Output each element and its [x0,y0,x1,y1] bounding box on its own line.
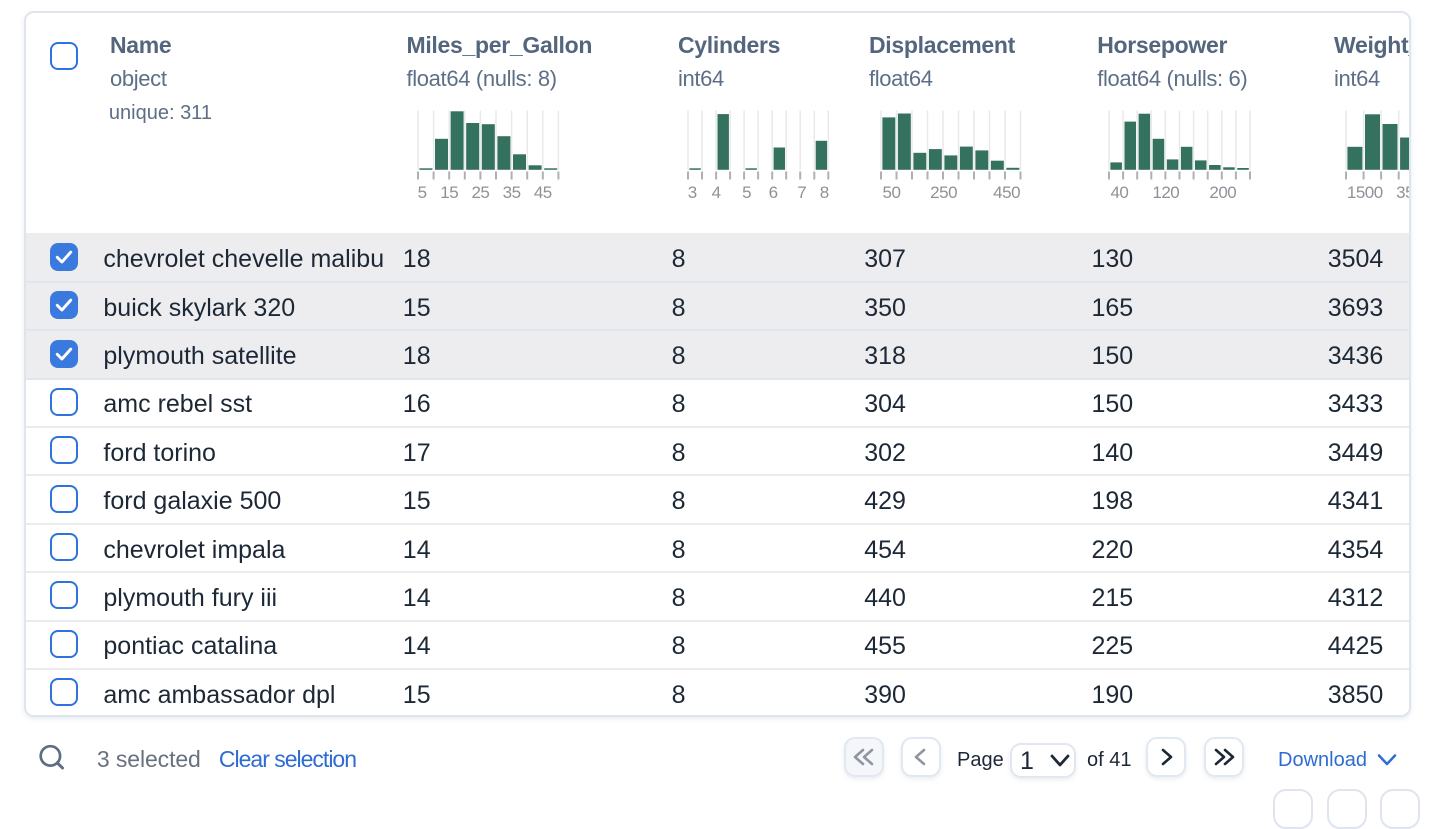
svg-text:200: 200 [1210,183,1237,202]
svg-text:5: 5 [418,183,427,202]
svg-text:7: 7 [797,183,806,202]
svg-text:3500: 3500 [1396,183,1411,202]
svg-text:5: 5 [742,183,751,202]
svg-text:4: 4 [711,183,720,202]
svg-text:450: 450 [993,183,1020,202]
svg-text:15: 15 [441,183,459,202]
svg-text:250: 250 [930,183,957,202]
svg-text:1500: 1500 [1347,183,1383,202]
svg-text:120: 120 [1153,183,1180,202]
svg-text:3: 3 [687,183,696,202]
svg-text:45: 45 [534,183,552,202]
svg-text:25: 25 [472,183,490,202]
svg-text:6: 6 [768,183,777,202]
svg-text:40: 40 [1111,183,1129,202]
svg-text:50: 50 [883,183,901,202]
svg-text:35: 35 [503,183,521,202]
svg-text:8: 8 [819,183,828,202]
